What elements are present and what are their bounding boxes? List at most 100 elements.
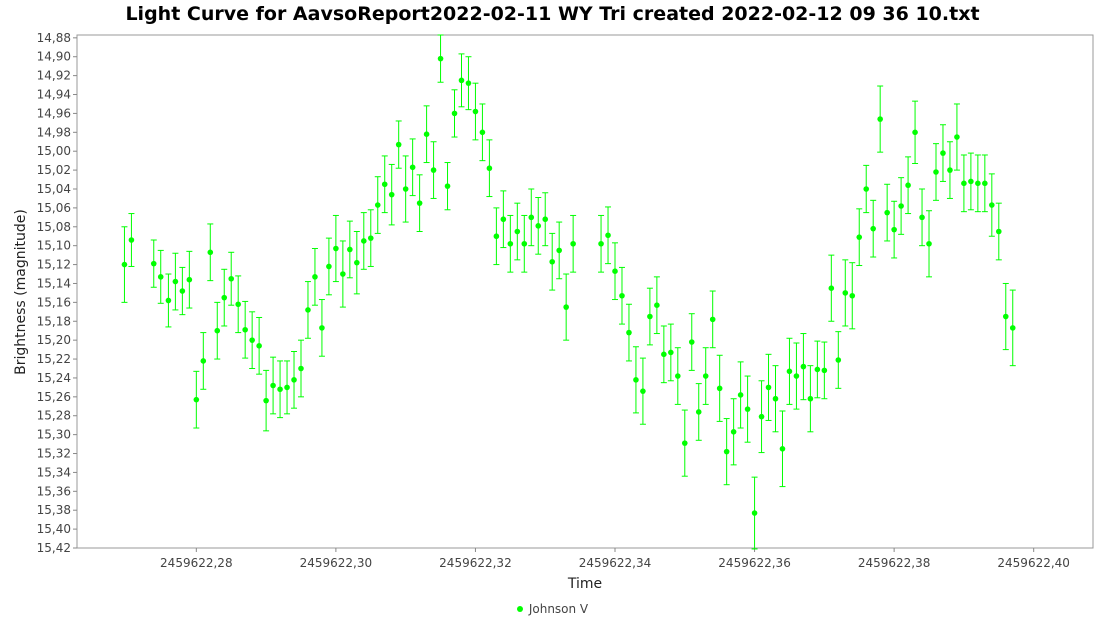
point-marker [291, 377, 297, 383]
point-marker [319, 325, 325, 331]
y-tick-label: 15,24 [37, 371, 71, 385]
x-axis-title: Time [567, 576, 602, 592]
data-point [667, 323, 674, 382]
point-marker [856, 234, 863, 240]
y-tick-label: 15,12 [37, 258, 71, 272]
point-marker [772, 395, 779, 402]
data-point [660, 325, 667, 384]
data-point [325, 237, 332, 296]
y-axis-title: Brightness (magnitude) [13, 209, 29, 375]
point-marker [982, 180, 988, 187]
data-point [939, 124, 946, 182]
point-marker [668, 349, 674, 356]
data-point [409, 138, 416, 197]
point-marker [800, 363, 807, 370]
point-marker [654, 302, 660, 308]
point-marker [507, 240, 514, 247]
data-point [981, 154, 988, 213]
y-tick-label: 15,08 [37, 220, 71, 234]
data-point [598, 214, 605, 273]
point-marker [186, 276, 193, 283]
point-marker [381, 181, 388, 188]
point-marker [128, 237, 135, 243]
data-points [121, 34, 1016, 550]
point-marker [333, 245, 339, 252]
data-point [751, 476, 758, 550]
point-marker [1009, 325, 1016, 331]
point-marker [863, 186, 870, 192]
point-marker [549, 258, 556, 265]
y-tick-label: 14,88 [37, 31, 71, 45]
x-tick-label: 2459622,32 [439, 556, 512, 570]
point-marker [121, 261, 128, 268]
y-tick-label: 15,06 [37, 201, 71, 215]
y-tick-label: 15,32 [37, 447, 71, 461]
point-marker [395, 141, 402, 148]
point-marker [242, 326, 248, 333]
point-marker [423, 131, 430, 137]
point-marker [626, 329, 632, 336]
x-tick-label: 2459622,40 [997, 556, 1070, 570]
point-marker [661, 351, 667, 358]
point-marker [898, 203, 904, 209]
point-marker [521, 240, 528, 247]
point-marker [891, 226, 897, 233]
data-point [695, 383, 702, 441]
point-marker [277, 386, 283, 393]
point-marker [221, 294, 228, 301]
data-point [500, 190, 507, 249]
point-marker [884, 209, 890, 216]
data-point [988, 173, 995, 237]
data-point [150, 239, 157, 288]
data-point [639, 357, 646, 425]
data-point [311, 248, 318, 306]
data-point [653, 276, 660, 335]
y-tick-label: 14,90 [37, 50, 71, 64]
x-tick-label: 2459622,28 [160, 556, 233, 570]
point-marker [744, 406, 751, 412]
x-tick-label: 2459622,38 [858, 556, 931, 570]
point-marker [465, 80, 472, 86]
data-point [625, 303, 632, 362]
point-marker [354, 259, 360, 266]
data-point [284, 360, 291, 415]
point-marker [737, 392, 744, 398]
point-marker [954, 134, 960, 140]
legend: Johnson V [0, 602, 1105, 616]
y-tick-label: 15,36 [37, 484, 71, 498]
data-point [535, 196, 542, 255]
point-marker [472, 108, 479, 115]
y-tick-label: 15,04 [37, 182, 71, 196]
point-marker [849, 292, 856, 299]
point-marker [619, 292, 625, 299]
point-marker [975, 180, 981, 187]
y-tick-label: 14,94 [37, 88, 71, 102]
data-point [716, 354, 723, 422]
data-point [472, 82, 479, 141]
data-point [514, 202, 521, 261]
data-point [932, 143, 939, 201]
y-tick-label: 14,98 [37, 125, 71, 139]
y-tick-label: 15,20 [37, 333, 71, 347]
point-marker [640, 388, 646, 394]
chart-title: Light Curve for AavsoReport2022-02-11 WY… [125, 3, 980, 25]
data-point [249, 311, 256, 369]
point-marker [235, 301, 241, 308]
data-point [395, 120, 402, 169]
data-point [646, 287, 653, 346]
point-marker [437, 55, 444, 62]
point-marker [270, 382, 276, 389]
point-marker [751, 510, 758, 516]
point-marker [409, 164, 416, 171]
point-marker [228, 275, 235, 282]
data-point [786, 337, 793, 405]
point-marker [633, 377, 639, 383]
y-tick-label: 15,30 [37, 428, 71, 442]
data-point [870, 199, 877, 258]
y-tick-label: 15,40 [37, 522, 71, 536]
point-marker [989, 202, 995, 208]
y-axis: 14,88 14,90 14,92 14,94 14,96 14,98 15,00 15,02… [37, 31, 77, 555]
data-point [165, 273, 172, 328]
point-marker [367, 235, 374, 241]
point-marker [256, 343, 262, 349]
